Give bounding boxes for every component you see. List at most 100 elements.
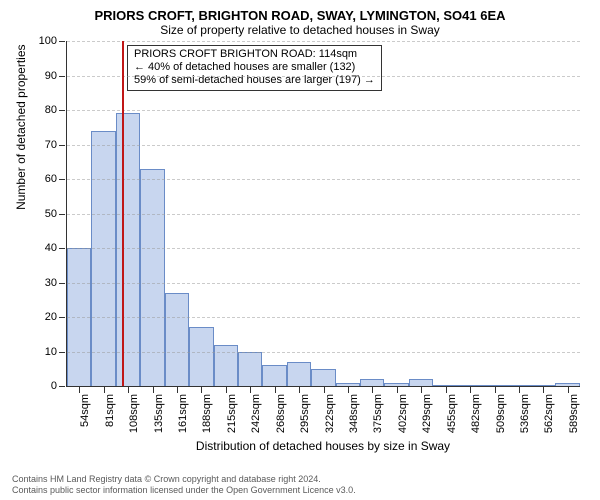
gridline (67, 248, 580, 249)
bar (409, 379, 433, 386)
x-tick (128, 387, 129, 393)
x-tick-label: 295sqm (299, 394, 311, 433)
bar (482, 385, 506, 386)
x-tick (177, 387, 178, 393)
x-tick-label: 562sqm (543, 394, 555, 433)
x-tick-label: 455sqm (446, 394, 458, 433)
bar (116, 113, 140, 386)
x-tick-label: 188sqm (201, 394, 213, 433)
gridline (67, 110, 580, 111)
bar (507, 385, 531, 386)
gridline (67, 76, 580, 77)
bar (555, 383, 579, 386)
x-tick (372, 387, 373, 393)
x-tick-label: 242sqm (250, 394, 262, 433)
bar (336, 383, 360, 386)
chart-title: PRIORS CROFT, BRIGHTON ROAD, SWAY, LYMIN… (10, 8, 590, 23)
x-tick (153, 387, 154, 393)
x-tick (519, 387, 520, 393)
bar (165, 293, 189, 386)
y-tick-label: 90 (45, 70, 57, 82)
x-tick (495, 387, 496, 393)
footer-attribution: Contains HM Land Registry data © Crown c… (12, 474, 588, 496)
x-tick-label: 81sqm (104, 394, 116, 427)
y-tick (59, 214, 65, 215)
gridline (67, 352, 580, 353)
bar (189, 327, 213, 386)
x-tick (470, 387, 471, 393)
y-tick (59, 283, 65, 284)
bar (238, 352, 262, 387)
x-tick (275, 387, 276, 393)
x-tick-label: 108sqm (128, 394, 140, 433)
plot-area: PRIORS CROFT BRIGHTON ROAD: 114sqm ← 40%… (66, 41, 580, 387)
bar (262, 365, 286, 386)
gridline (67, 145, 580, 146)
bar (311, 369, 335, 386)
y-tick-label: 60 (45, 173, 57, 185)
x-tick-label: 348sqm (348, 394, 360, 433)
x-tick-label: 268sqm (275, 394, 287, 433)
info-box: PRIORS CROFT BRIGHTON ROAD: 114sqm ← 40%… (127, 45, 382, 91)
x-tick (421, 387, 422, 393)
y-tick (59, 145, 65, 146)
y-tick-label: 10 (45, 346, 57, 358)
subject-marker-line (122, 41, 124, 386)
x-tick-label: 509sqm (495, 394, 507, 433)
bar (140, 169, 164, 386)
gridline (67, 283, 580, 284)
bar (433, 385, 457, 386)
chart-subtitle: Size of property relative to detached ho… (10, 23, 590, 37)
x-tick (446, 387, 447, 393)
x-tick-label: 161sqm (177, 394, 189, 433)
property-size-chart: PRIORS CROFT, BRIGHTON ROAD, SWAY, LYMIN… (10, 8, 590, 478)
y-tick (59, 76, 65, 77)
x-tick (324, 387, 325, 393)
x-tick (299, 387, 300, 393)
y-axis-title: Number of detached properties (14, 44, 28, 209)
x-tick (79, 387, 80, 393)
y-tick-label: 100 (39, 35, 57, 47)
bar (91, 131, 115, 386)
x-tick-label: 589sqm (568, 394, 580, 433)
x-tick (226, 387, 227, 393)
x-tick-label: 402sqm (397, 394, 409, 433)
footer-line-2: Contains public sector information licen… (12, 485, 588, 496)
gridline (67, 317, 580, 318)
y-tick (59, 386, 65, 387)
y-tick-label: 20 (45, 311, 57, 323)
y-tick-label: 50 (45, 208, 57, 220)
x-tick (543, 387, 544, 393)
x-tick-label: 54sqm (79, 394, 91, 427)
x-tick (397, 387, 398, 393)
x-tick-label: 215sqm (226, 394, 238, 433)
y-tick (59, 41, 65, 42)
bar (287, 362, 311, 386)
y-tick (59, 248, 65, 249)
y-tick-label: 80 (45, 104, 57, 116)
x-tick-label: 429sqm (421, 394, 433, 433)
x-tick-label: 322sqm (324, 394, 336, 433)
y-tick (59, 317, 65, 318)
x-tick (568, 387, 569, 393)
bar (360, 379, 384, 386)
y-tick-label: 70 (45, 139, 57, 151)
gridline (67, 41, 580, 42)
footer-line-1: Contains HM Land Registry data © Crown c… (12, 474, 588, 485)
x-tick-label: 536sqm (519, 394, 531, 433)
y-tick-label: 30 (45, 277, 57, 289)
bar (384, 383, 408, 386)
y-tick (59, 179, 65, 180)
y-tick (59, 110, 65, 111)
x-tick-label: 375sqm (372, 394, 384, 433)
x-tick (250, 387, 251, 393)
gridline (67, 214, 580, 215)
y-tick-label: 40 (45, 242, 57, 254)
x-tick-label: 482sqm (470, 394, 482, 433)
y-tick-label: 0 (51, 380, 57, 392)
y-tick (59, 352, 65, 353)
bar (458, 385, 482, 386)
x-tick-label: 135sqm (153, 394, 165, 433)
x-tick (348, 387, 349, 393)
info-line-1: PRIORS CROFT BRIGHTON ROAD: 114sqm (134, 48, 375, 61)
